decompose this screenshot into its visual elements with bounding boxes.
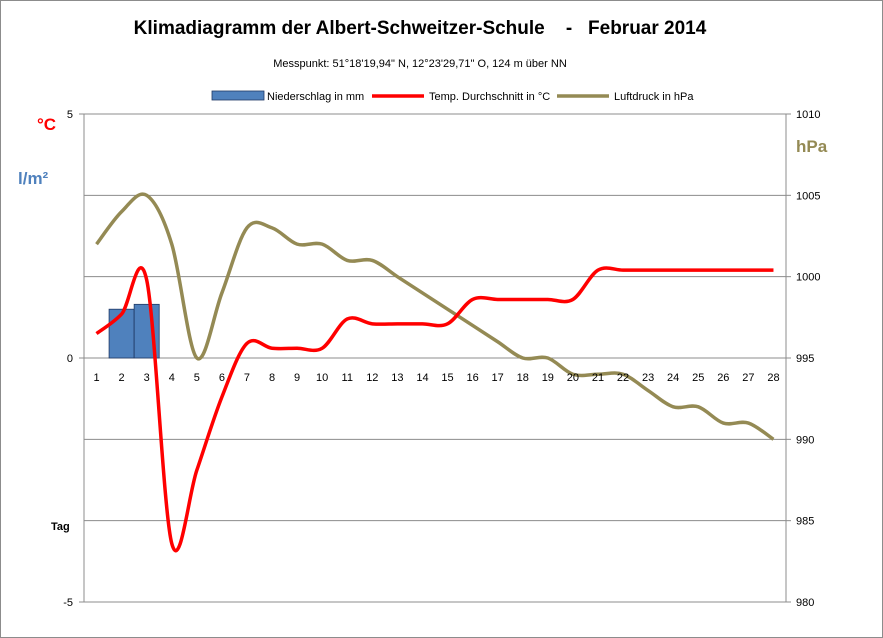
x-axis-tick-label: 1 [93,372,99,384]
legend-swatch-niederschlag [211,90,265,101]
x-axis-tick-label: 22 [617,372,629,384]
precipitation-bar [108,308,135,359]
legend-label-niederschlag: Niederschlag in mm [267,91,364,103]
x-axis-tick-label: 14 [416,372,428,384]
left-axis-tick-label: 0 [67,353,73,365]
legend-label-temperature: Temp. Durchschnitt in °C [429,91,550,103]
x-axis-tick-label: 4 [169,372,175,384]
x-axis-label: Tag [51,521,70,533]
x-axis-tick-label: 6 [219,372,225,384]
x-axis-tick-label: 12 [366,372,378,384]
temperature-line [95,266,774,553]
left-axis-tick-label: -5 [63,597,73,609]
x-axis-tick-label: 21 [592,372,604,384]
x-axis-tick-label: 26 [717,372,729,384]
right-axis-tick-label: 990 [796,434,814,446]
right-axis-tick-label: 995 [796,353,814,365]
right-axis-tick-label: 1005 [796,190,820,202]
x-axis-tick-label: 2 [119,372,125,384]
x-axis-tick-label: 11 [342,372,353,384]
gridlines [84,113,786,603]
precipitation-unit-label: l/m² [18,169,49,188]
x-axis-tick-label: 15 [441,372,453,384]
right-axis-tick-label: 985 [796,516,814,528]
x-axis-tick-label: 27 [742,372,754,384]
temperature-unit-label: °C [37,115,56,134]
right-axis-tick-label: 1000 [796,272,820,284]
x-axis-tick-label: 25 [692,372,704,384]
x-axis-tick-label: 28 [767,372,779,384]
x-axis-tick-label: 13 [391,372,403,384]
x-axis-tick-label: 20 [567,372,579,384]
legend-label-pressure: Luftdruck in hPa [614,91,694,103]
chart-subtitle: Messpunkt: 51°18'19,94" N, 12°23'29,71" … [273,58,567,70]
x-axis-tick-label: 10 [316,372,328,384]
right-axis-tick-label: 1010 [796,109,820,121]
x-axis-tick-label: 19 [542,372,554,384]
x-axis-tick-label: 17 [492,372,504,384]
x-axis-tick-label: 9 [294,372,300,384]
chart-title: Klimadiagramm der Albert-Schweitzer-Schu… [134,18,707,39]
x-axis-tick-label: 16 [466,372,478,384]
legend: Niederschlag in mm Temp. Durchschnitt in… [211,90,694,103]
series-lines [95,192,775,553]
axes [79,113,791,603]
x-axis-tick-label: 8 [269,372,275,384]
left-axis-tick-label: 5 [67,109,73,121]
x-axis-tick-label: 18 [517,372,529,384]
right-axis-tick-label: 980 [796,597,814,609]
x-axis-tick-label: 7 [244,372,250,384]
pressure-line [95,192,775,441]
pressure-unit-label: hPa [796,137,828,156]
x-axis-tick-label: 5 [194,372,200,384]
x-axis-tick-label: 24 [667,372,679,384]
x-axis-tick-label: 3 [144,372,150,384]
x-axis-tick-label: 23 [642,372,654,384]
